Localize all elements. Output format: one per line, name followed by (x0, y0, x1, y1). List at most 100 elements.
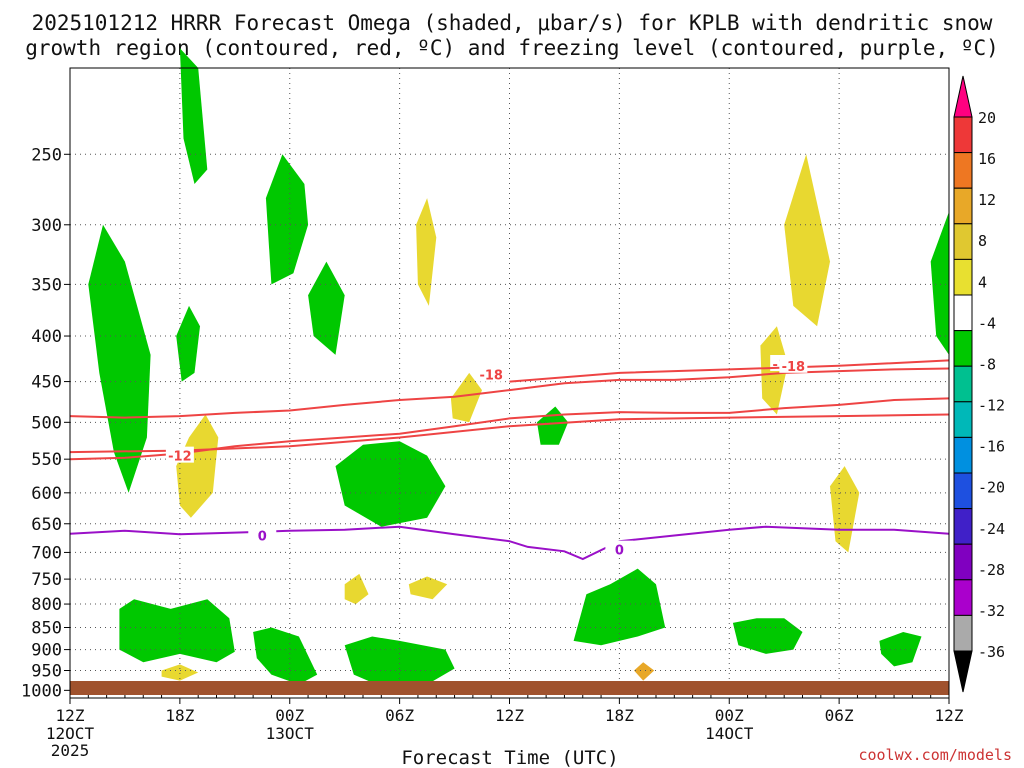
colorbar-label-5: -4 (978, 314, 996, 332)
colorbar-segment-3 (953, 223, 973, 260)
y-tick-label-950: 950 (31, 662, 62, 682)
omega-region-4 (308, 261, 345, 355)
contour-label-2: -12 (168, 450, 192, 465)
colorbar-label-0: 20 (978, 109, 996, 127)
x-tick-date-12: 13OCT (266, 724, 315, 743)
omega-region-19 (830, 466, 860, 553)
x-tick-label-18: 06Z (385, 706, 414, 725)
colorbar-segment-2 (953, 187, 973, 225)
y-tick-label-650: 650 (31, 515, 62, 535)
omega-region-22 (634, 662, 655, 681)
y-tick-label-700: 700 (31, 543, 62, 563)
contour-label-bg-0 (477, 365, 506, 382)
contour-label-4: 0 (258, 529, 267, 544)
colorbar-label-3: 8 (978, 232, 987, 250)
colorbar-segment-14 (953, 614, 973, 652)
omega-region-15 (450, 372, 482, 423)
y-tick-label-850: 850 (31, 618, 62, 638)
y-tick-label-250: 250 (31, 145, 62, 165)
colorbar-segment-7 (953, 365, 973, 403)
omega-region-11 (573, 568, 666, 646)
colorbar-segment-12 (953, 543, 973, 581)
y-tick-label-300: 300 (31, 216, 62, 236)
chart-title-line-2: growth region (contoured, red, ºC) and f… (25, 36, 999, 60)
omega-region-21 (408, 576, 448, 600)
contour-line-2 (69, 413, 950, 454)
colorbar-segment-1 (953, 152, 973, 189)
omega-region-9 (253, 627, 318, 685)
x-tick-date-0: 12OCT (46, 724, 95, 743)
colorbar-label-4: 4 (978, 273, 987, 291)
omega-region-7 (930, 211, 949, 355)
x-tick-year-0: 2025 (51, 741, 90, 760)
y-tick-label-550: 550 (31, 450, 62, 470)
omega-region-3 (265, 154, 309, 285)
colorbar-label-10: -24 (978, 520, 1005, 538)
contour-label-bg-5 (605, 540, 634, 557)
x-tick-label-42: 06Z (825, 706, 854, 725)
colorbar-segment-6 (953, 330, 973, 367)
y-tick-label-1000: 1000 (21, 681, 62, 701)
omega-region-20 (344, 573, 369, 605)
omega-region-16 (416, 198, 437, 306)
y-axis-pressure: 250 300 350 400 450 500 550 600 650 700 750 800 850 9… (21, 145, 70, 701)
omega-colorbar: 20 16 12 8 4 -4 -8 -12 -16 -20 -24 -28 -32 -36 (953, 75, 1005, 693)
colorbar-segment-4 (953, 258, 973, 296)
colorbar-label-13: -36 (978, 643, 1005, 661)
omega-region-5 (335, 441, 446, 527)
y-tick-label-500: 500 (31, 413, 62, 433)
contour-line-4 (69, 525, 950, 561)
colorbar-label-12: -32 (978, 602, 1005, 620)
colorbar-top-arrow (953, 75, 973, 118)
colorbar-label-9: -20 (978, 479, 1005, 497)
y-tick-label-400: 400 (31, 327, 62, 347)
x-tick-label-12: 00Z (275, 706, 304, 725)
contour-label-5: 0 (615, 544, 624, 559)
x-axis-label: Forecast Time (UTC) (401, 747, 618, 768)
colorbar-segment-13 (953, 579, 973, 616)
contour-line-3 (509, 359, 950, 383)
colorbar-segment-8 (953, 401, 973, 438)
ground-layer (70, 681, 949, 695)
contour-label-0: -18 (479, 369, 503, 384)
colorbar-label-6: -8 (978, 355, 996, 373)
contour-label-3: -18 (782, 360, 806, 375)
contour-label-bg-2 (165, 446, 194, 463)
y-tick-label-600: 600 (31, 484, 62, 504)
colorbar-segment-9 (953, 436, 973, 474)
chart-title-line-1: 2025101212 HRRR Forecast Omega (shaded, … (32, 11, 993, 35)
colorbar-label-7: -12 (978, 397, 1005, 415)
x-tick-label-6: 18Z (165, 706, 194, 725)
x-tick-label-36: 00Z (715, 706, 744, 725)
colorbar-segment-5 (953, 294, 973, 332)
contour-label-bg-3 (779, 356, 808, 373)
colorbar-label-8: -16 (978, 438, 1005, 456)
colorbar-label-11: -28 (978, 561, 1005, 579)
x-tick-label-24: 12Z (495, 706, 524, 725)
omega-region-10 (344, 636, 455, 687)
omega-region-0 (88, 224, 151, 493)
colorbar-label-2: 12 (978, 191, 996, 209)
colorbar-segment-11 (953, 508, 973, 545)
colorbar-segment-10 (953, 472, 973, 510)
y-tick-label-350: 350 (31, 275, 62, 295)
x-tick-label-0: 12Z (56, 706, 85, 725)
credit-link[interactable]: coolwx.com/models (858, 746, 1012, 764)
contour-label-bg-4 (248, 526, 277, 543)
colorbar-bottom-arrow (953, 650, 973, 693)
y-tick-label-750: 750 (31, 570, 62, 590)
y-tick-label-450: 450 (31, 373, 62, 393)
y-tick-label-800: 800 (31, 595, 62, 615)
colorbar-label-1: 16 (978, 150, 996, 168)
omega-region-17 (784, 154, 830, 327)
y-tick-label-900: 900 (31, 641, 62, 661)
x-tick-date-36: 14OCT (705, 724, 754, 743)
x-tick-label-48: 12Z (935, 706, 964, 725)
omega-region-8 (119, 599, 235, 663)
omega-region-1 (179, 48, 208, 185)
omega-region-14 (176, 414, 219, 518)
